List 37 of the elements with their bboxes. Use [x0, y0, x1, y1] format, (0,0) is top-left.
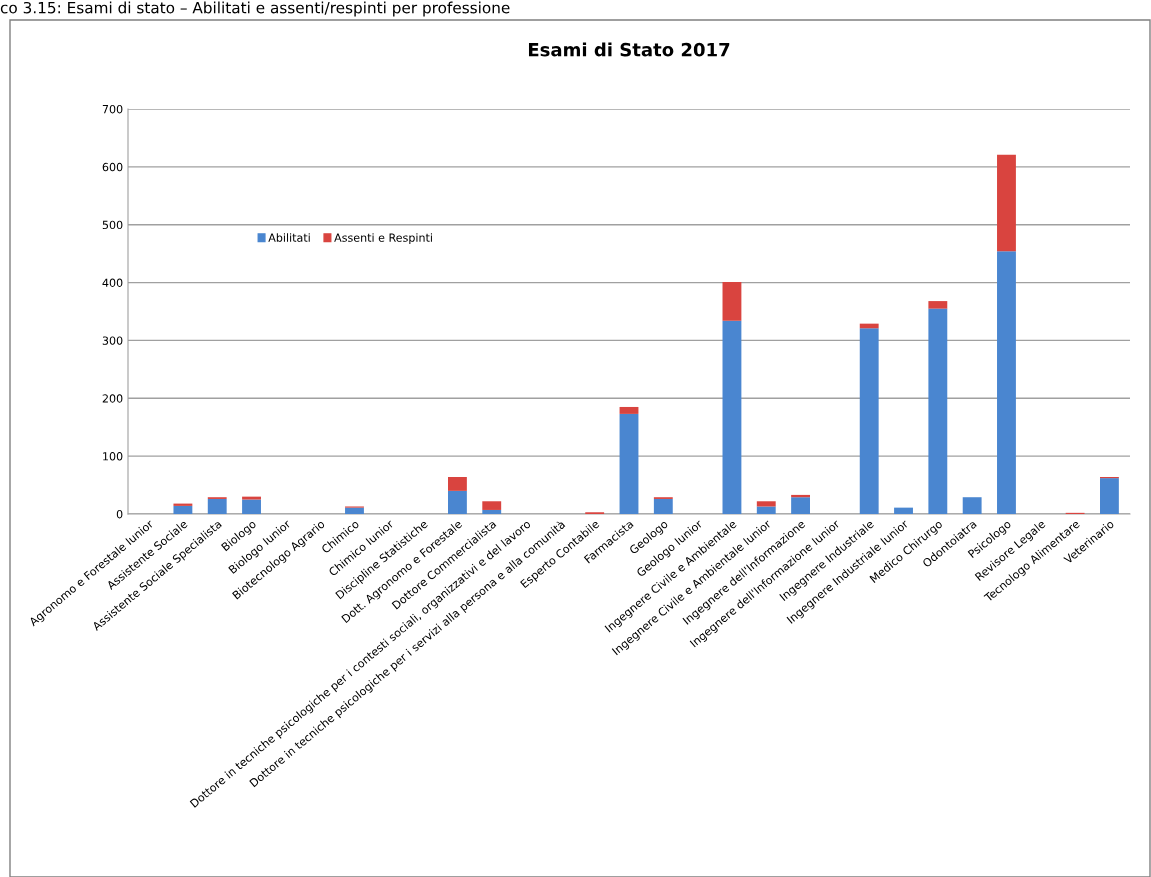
- bar: [722, 281, 742, 321]
- y-tick-label: 100: [103, 452, 123, 461]
- y-tick-label: 300: [102, 336, 123, 345]
- bar: [997, 251, 1016, 514]
- y-tick-label: 700: [102, 104, 123, 114]
- bar: [482, 501, 502, 510]
- y-tick-label: 600: [102, 162, 123, 172]
- bar: [1099, 478, 1119, 514]
- bar: [207, 498, 227, 514]
- bar: [447, 490, 467, 514]
- bar: [997, 154, 1016, 252]
- legend-label: Abilitati: [268, 233, 310, 242]
- bar: [345, 507, 364, 514]
- bar: [756, 501, 776, 507]
- bar: [447, 476, 467, 491]
- bar: [859, 328, 879, 514]
- bar: [928, 301, 948, 309]
- bar: [619, 413, 639, 514]
- text: co 3.15: Esami di stato – Abilitati e assenti/respinti per professione: [0, 1, 510, 17]
- bar: [242, 496, 261, 500]
- bar: [653, 498, 673, 514]
- bar: [173, 505, 193, 514]
- y-tick-label: 200: [102, 394, 123, 403]
- bar: [791, 497, 811, 514]
- bar: [619, 406, 639, 414]
- bar: [928, 308, 948, 514]
- bar: [482, 509, 502, 514]
- y-tick-label: 0: [116, 509, 123, 519]
- bar: [894, 507, 913, 514]
- y-tick-label: 500: [102, 220, 123, 230]
- bar: [756, 506, 776, 514]
- legend-label: Assenti e Respinti: [334, 233, 432, 244]
- bar: [722, 320, 742, 514]
- chart-title: Esami di Stato 2017: [528, 42, 730, 57]
- bar: [962, 497, 982, 514]
- bar: [242, 499, 261, 514]
- y-tick-label: 400: [102, 278, 123, 287]
